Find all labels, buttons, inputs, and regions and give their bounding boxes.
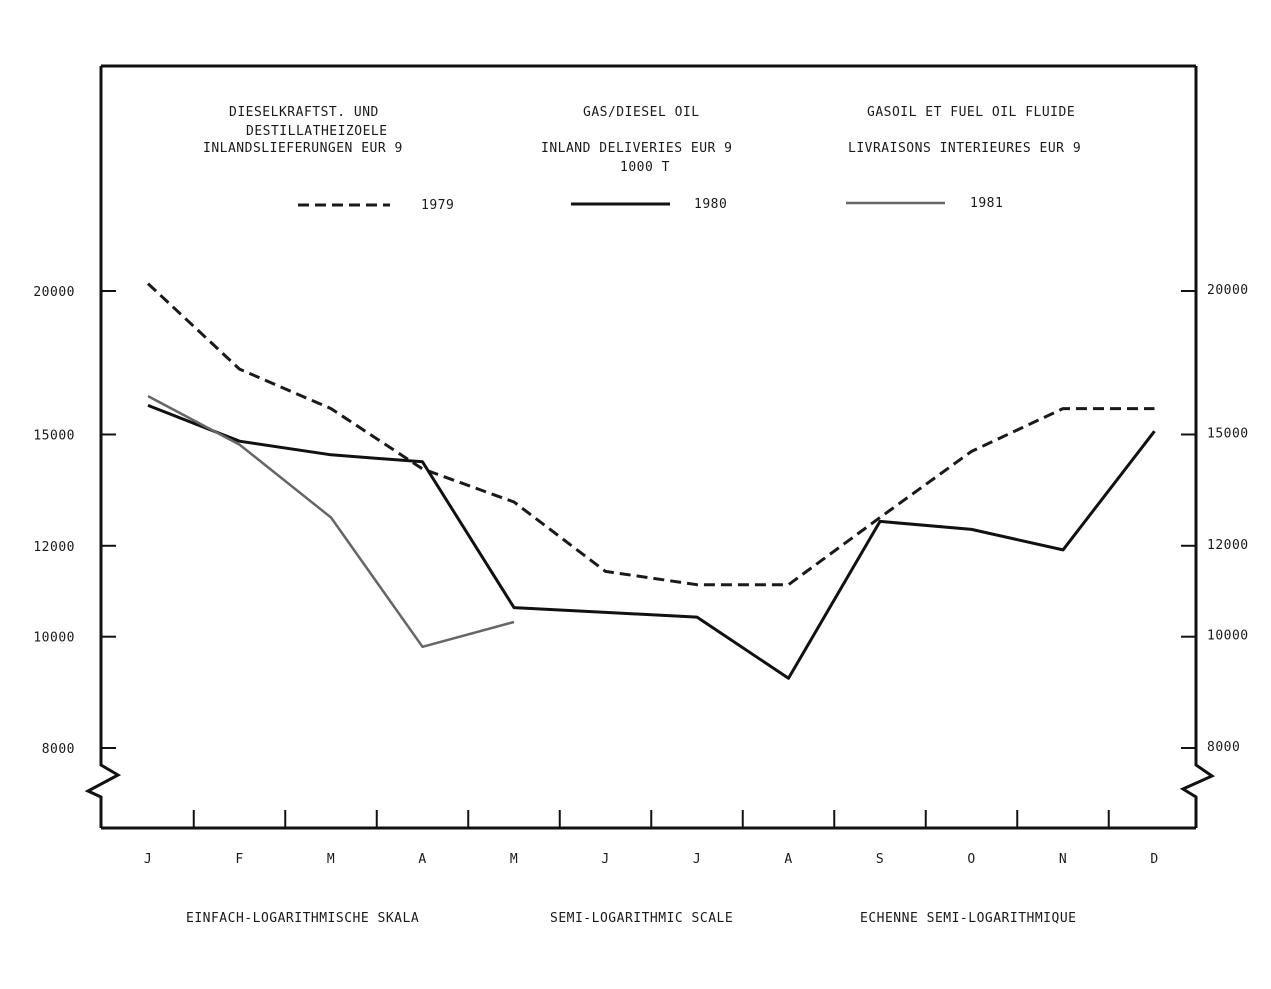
de-title-line-1: DIESELKRAFTST. UND: [229, 105, 379, 120]
fr-title-line-2: LIVRAISONS INTERIEURES EUR 9: [848, 141, 1081, 156]
series-line-1981: [147, 394, 515, 649]
x-tick-label: A: [784, 852, 792, 867]
y-tick-label-right-15000: 15000: [1207, 426, 1249, 441]
y-tick-label-left-12000: 12000: [33, 540, 75, 555]
y-tick-label-left-20000: 20000: [33, 285, 75, 300]
de-title-line-3: INLANDSLIEFERUNGEN EUR 9: [203, 141, 403, 156]
scale-label-de: EINFACH-LOGARITHMISCHE SKALA: [186, 911, 419, 926]
en-title-line-1: GAS/DIESEL OIL: [583, 105, 700, 120]
y-tick-label-left-10000: 10000: [33, 631, 75, 646]
legend-label-1980: 1980: [694, 197, 727, 212]
x-tick-label: M: [327, 852, 335, 867]
y-tick-label-right-20000: 20000: [1207, 283, 1249, 298]
x-tick-label: J: [693, 852, 701, 867]
x-tick-label: N: [1059, 852, 1067, 867]
x-tick-label: S: [876, 852, 884, 867]
y-tick-label-right-12000: 12000: [1207, 538, 1249, 553]
en-unit-label: 1000 T: [620, 160, 670, 175]
x-tick-label: D: [1150, 852, 1158, 867]
x-tick-label: F: [235, 852, 243, 867]
x-tick-label: J: [601, 852, 609, 867]
x-tick-label: M: [510, 852, 518, 867]
y-axis-right: 8000 10000 12000 15000 20000: [1181, 283, 1249, 755]
de-title-line-2: DESTILLATHEIZOELE: [246, 124, 388, 139]
fr-title-line-1: GASOIL ET FUEL OIL FLUIDE: [867, 105, 1075, 120]
x-tick-label: O: [967, 852, 975, 867]
x-tick-label: A: [418, 852, 426, 867]
plot-frame: [84, 64, 1216, 830]
series-line-1979: [146, 282, 1155, 587]
x-tick-label: J: [144, 852, 152, 867]
scale-label-en: SEMI-LOGARITHMIC SCALE: [550, 911, 733, 926]
y-tick-label-left-8000: 8000: [42, 742, 75, 757]
legend-label-1979: 1979: [421, 198, 454, 213]
y-tick-label-right-8000: 8000: [1207, 740, 1240, 755]
scale-label-fr: ECHENNE SEMI-LOGARITHMIQUE: [860, 911, 1077, 926]
y-tick-label-right-10000: 10000: [1207, 629, 1249, 644]
legend: 1979 1980 1981: [298, 196, 1003, 213]
frame-right-edge: [1179, 66, 1216, 828]
frame-left-edge: [84, 66, 122, 828]
y-axis-left: 8000 10000 12000 15000 20000: [33, 285, 116, 757]
legend-label-1981: 1981: [970, 196, 1003, 211]
series-line-1980: [147, 404, 1156, 680]
en-title-line-2: INLAND DELIVERIES EUR 9: [541, 141, 733, 156]
y-tick-label-left-15000: 15000: [33, 428, 75, 443]
series-layer: [146, 282, 1156, 680]
